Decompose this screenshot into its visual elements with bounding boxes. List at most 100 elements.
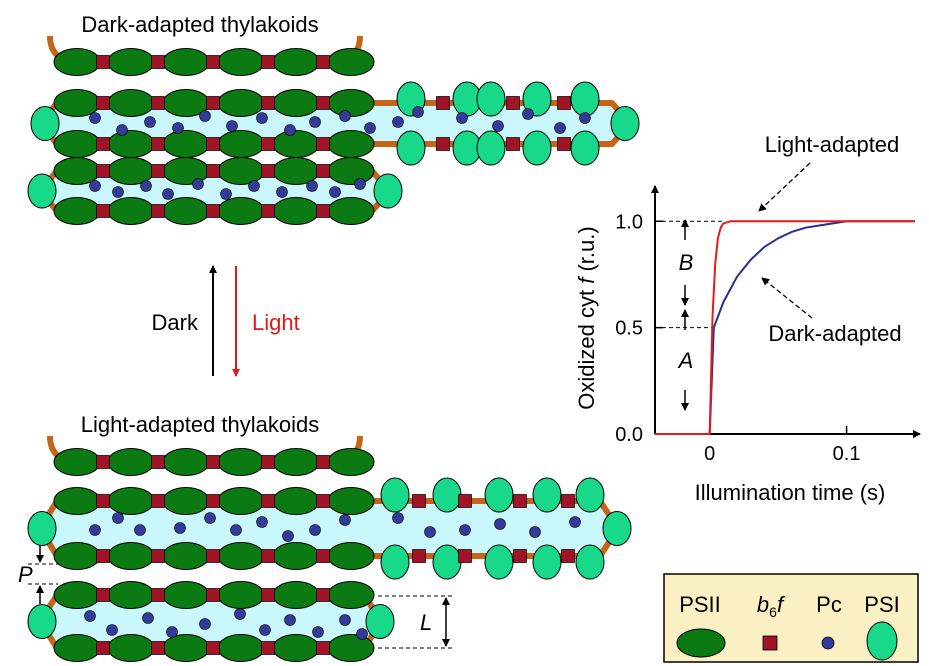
dark-adapted-pointer — [761, 277, 813, 319]
b6f-complex — [151, 55, 165, 69]
annotation-b-label: B — [679, 250, 694, 275]
b6f-complex — [151, 455, 165, 469]
b6f-complex — [261, 455, 275, 469]
l-thickness-annotation: L — [378, 595, 455, 649]
plastocyanin — [284, 614, 296, 626]
l-label: L — [420, 610, 432, 635]
b6f-complex — [316, 494, 330, 508]
psii-complex — [272, 48, 320, 76]
psii-complex — [107, 487, 155, 515]
b6f-complex — [206, 164, 220, 178]
b6f-complex — [206, 455, 220, 469]
plastocyanin — [339, 614, 351, 626]
b6f-complex — [557, 96, 571, 110]
b6f-complex — [458, 549, 472, 563]
psi-complex — [27, 511, 57, 546]
legend-pc-icon — [821, 636, 835, 650]
psii-complex — [217, 48, 265, 76]
psii-complex — [327, 487, 375, 515]
b6f-complex — [561, 494, 575, 508]
plastocyanin — [456, 112, 468, 124]
psii-complex — [107, 89, 155, 117]
psii-complex — [327, 448, 375, 476]
plastocyanin — [424, 526, 436, 538]
psi-complex — [484, 477, 514, 513]
plastocyanin — [89, 180, 101, 192]
psii-complex — [327, 197, 375, 225]
psii-complex — [107, 48, 155, 76]
b6f-complex — [261, 494, 275, 508]
b6f-complex — [316, 55, 330, 69]
plastocyanin — [204, 512, 216, 524]
b6f-complex — [436, 96, 450, 110]
b6f-complex — [316, 588, 330, 602]
plastocyanin — [199, 618, 211, 630]
b6f-complex — [206, 55, 220, 69]
psii-complex — [272, 634, 320, 662]
plastocyanin — [312, 626, 324, 638]
legend-entry-light-adapted: Light-adapted — [765, 132, 900, 157]
b6f-complex — [436, 137, 450, 151]
psii-complex — [107, 542, 155, 570]
plastocyanin — [140, 180, 152, 192]
light-long-thylakoid — [27, 477, 632, 580]
cyt-f-oxidation-chart: 0.0 0.5 1.0 0 0.1 Illumination time (s) Oxid… — [574, 132, 921, 505]
dark-adapted-title: Dark-adapted thylakoids — [81, 12, 318, 37]
psi-complex — [373, 173, 403, 209]
plastocyanin — [339, 110, 351, 122]
b6f-complex — [206, 137, 220, 151]
psii-complex — [53, 130, 101, 158]
light-adapted-pointer — [758, 162, 811, 212]
b6f-complex — [206, 588, 220, 602]
psii-complex — [107, 634, 155, 662]
psi-complex — [365, 604, 395, 639]
plastocyanin — [569, 516, 581, 528]
psi-complex — [610, 106, 640, 141]
b6f-complex — [151, 588, 165, 602]
plastocyanin — [256, 112, 268, 124]
psii-complex — [327, 130, 375, 158]
psii-complex — [327, 542, 375, 570]
plastocyanin — [354, 178, 366, 190]
thylakoid-diagram — [27, 35, 640, 662]
plastocyanin — [142, 612, 154, 624]
b6f-complex — [96, 588, 110, 602]
b6f-complex — [316, 455, 330, 469]
psii-complex — [272, 89, 320, 117]
psii-complex — [272, 581, 320, 609]
psii-complex — [217, 487, 265, 515]
plastocyanin — [248, 180, 260, 192]
psi-complex — [27, 604, 57, 639]
psii-complex — [162, 487, 210, 515]
b6f-complex — [206, 96, 220, 110]
annotation-a-label: A — [677, 348, 694, 373]
plastocyanin — [529, 526, 541, 538]
plastocyanin — [259, 624, 271, 636]
plastocyanin — [162, 188, 174, 200]
b6f-complex — [96, 549, 110, 563]
plastocyanin — [220, 188, 232, 200]
b6f-complex — [561, 549, 575, 563]
psii-complex — [107, 581, 155, 609]
psii-complex — [272, 130, 320, 158]
plastocyanin — [339, 514, 351, 526]
b6f-complex — [96, 96, 110, 110]
legend-b6f-label: b6f — [757, 592, 786, 620]
p-label: P — [18, 562, 33, 587]
psii-complex — [162, 581, 210, 609]
b6f-complex — [261, 549, 275, 563]
psii-complex — [53, 487, 101, 515]
b6f-complex — [261, 641, 275, 655]
psii-complex — [107, 197, 155, 225]
psii-complex — [217, 448, 265, 476]
series-light-adapted — [655, 220, 915, 435]
b6f-complex — [96, 494, 110, 508]
psii-complex — [217, 581, 265, 609]
plastocyanin — [234, 608, 246, 620]
psii-complex — [53, 197, 101, 225]
x-tick-label: 0.1 — [833, 443, 861, 465]
b6f-complex — [151, 137, 165, 151]
psii-complex — [53, 157, 101, 185]
psii-complex — [53, 48, 101, 76]
psii-complex — [272, 542, 320, 570]
